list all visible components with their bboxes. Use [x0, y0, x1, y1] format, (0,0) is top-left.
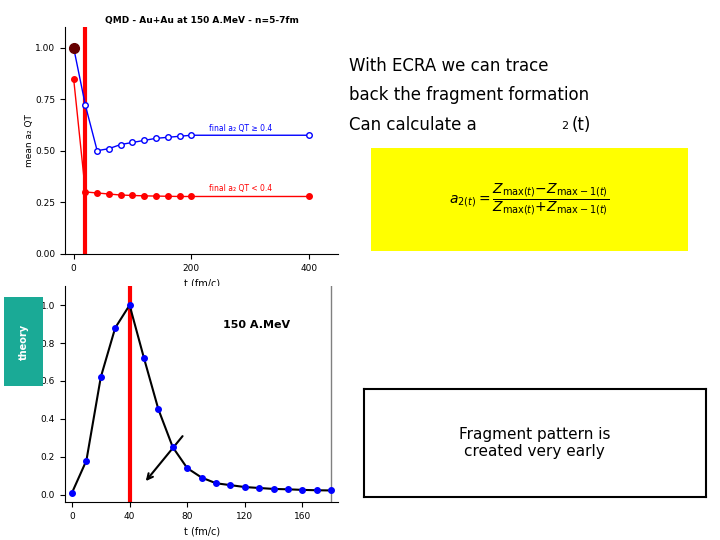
Y-axis label: mean a₂ QT: mean a₂ QT [24, 114, 34, 167]
Text: final a₂ QT ≥ 0.4: final a₂ QT ≥ 0.4 [209, 124, 272, 133]
Text: 2: 2 [561, 121, 568, 131]
X-axis label: t (fm/c): t (fm/c) [184, 278, 220, 288]
Text: 150 A.MeV: 150 A.MeV [223, 320, 290, 330]
Text: (t): (t) [572, 116, 591, 134]
Text: Fragment pattern is
created very early: Fragment pattern is created very early [459, 427, 611, 459]
Text: theory: theory [19, 323, 28, 360]
Text: Can calculate a: Can calculate a [349, 116, 477, 134]
Text: back the fragment formation: back the fragment formation [349, 86, 590, 104]
Text: With ECRA we can trace: With ECRA we can trace [349, 57, 549, 75]
Text: $a_{2(t)}{=}\dfrac{Z_{\mathrm{max}(t)}{-}Z_{\mathrm{max-1}(t)}}{Z_{\mathrm{max}(: $a_{2(t)}{=}\dfrac{Z_{\mathrm{max}(t)}{-… [449, 182, 609, 218]
Text: final a₂ QT < 0.4: final a₂ QT < 0.4 [209, 184, 272, 193]
X-axis label: t (fm/c): t (fm/c) [184, 526, 220, 536]
Title: QMD - Au+Au at 150 A.MeV - n=5-7fm: QMD - Au+Au at 150 A.MeV - n=5-7fm [104, 16, 299, 25]
